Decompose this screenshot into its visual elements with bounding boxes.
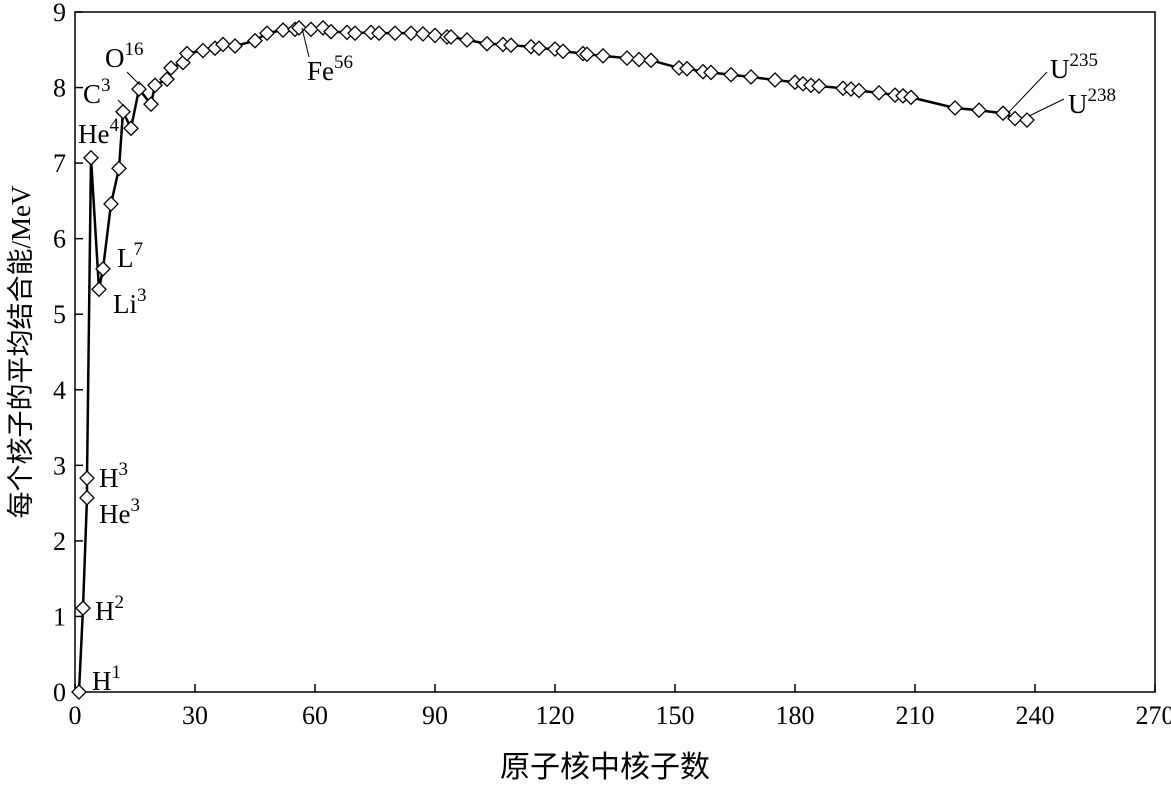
plot-frame: [75, 12, 1155, 692]
annotation-sup: 235: [1070, 50, 1099, 71]
y-tick-label: 3: [53, 451, 66, 480]
x-tick-label: 0: [69, 701, 82, 730]
data-point: [196, 44, 210, 58]
annotation-text: U: [1068, 89, 1088, 119]
annotation-text: He: [78, 119, 109, 149]
annotation-text: H: [95, 596, 115, 626]
x-tick-label: 60: [302, 701, 328, 730]
annotation: H3: [99, 459, 128, 493]
data-point: [644, 53, 658, 67]
data-point: [124, 121, 138, 135]
annotation-sup: 3: [137, 285, 147, 306]
data-point: [104, 197, 118, 211]
data-point: [148, 78, 162, 92]
annotation-sup: 4: [109, 115, 119, 136]
x-tick-label: 270: [1136, 701, 1171, 730]
annotation-sup: 3: [119, 459, 129, 480]
data-point: [724, 68, 738, 82]
annotation: U235: [1050, 50, 1098, 84]
data-point: [872, 86, 886, 100]
annotation-text: He: [99, 499, 130, 529]
annotation-sup: 2: [115, 592, 125, 613]
annotation: O16: [105, 39, 144, 73]
annotation: L7: [117, 239, 143, 273]
annotation-sup: 238: [1088, 85, 1117, 106]
data-point: [84, 151, 98, 165]
y-axis-label: 每个核子的平均结合能/MeV: [6, 185, 36, 518]
x-tick-label: 210: [896, 701, 935, 730]
annotation-sup: 7: [134, 239, 144, 260]
annotation-leader: [1029, 99, 1064, 116]
data-point: [948, 101, 962, 115]
x-axis-label: 原子核中核子数: [500, 751, 710, 782]
annotation-text: L: [117, 243, 134, 273]
annotation: C3: [83, 75, 111, 109]
data-point: [744, 70, 758, 84]
annotation-text: U: [1050, 54, 1070, 84]
data-point: [972, 103, 986, 117]
annotation: Fe56: [307, 52, 353, 86]
annotation: U238: [1068, 85, 1116, 119]
annotation-sup: 56: [334, 52, 353, 73]
x-tick-label: 30: [182, 701, 208, 730]
annotation: He4: [78, 115, 119, 149]
annotation-sup: 16: [125, 39, 144, 60]
y-tick-label: 9: [53, 0, 66, 27]
annotation: H2: [95, 592, 124, 626]
annotation-text: H: [92, 666, 112, 696]
data-point: [80, 471, 94, 485]
y-tick-label: 8: [53, 74, 66, 103]
data-point: [248, 34, 262, 48]
x-tick-label: 180: [776, 701, 815, 730]
y-tick-label: 5: [53, 300, 66, 329]
data-point: [76, 601, 90, 615]
x-tick-label: 120: [536, 701, 575, 730]
x-tick-label: 150: [656, 701, 695, 730]
annotation: Li3: [113, 285, 147, 319]
y-tick-label: 0: [53, 678, 66, 707]
annotation-leader: [127, 72, 140, 85]
annotation-text: H: [99, 463, 119, 493]
y-tick-label: 2: [53, 527, 66, 556]
data-point: [112, 161, 126, 175]
annotation: H1: [92, 662, 121, 696]
y-tick-label: 6: [53, 225, 66, 254]
data-point: [460, 33, 474, 47]
data-point: [480, 37, 494, 51]
data-point: [388, 26, 402, 40]
data-point: [228, 39, 242, 53]
annotation-text: Fe: [307, 56, 334, 86]
data-point: [620, 51, 634, 65]
data-point: [92, 282, 106, 296]
data-point: [768, 73, 782, 87]
annotation-text: Li: [113, 289, 137, 319]
annotation-sup: 1: [112, 662, 122, 683]
annotation-leader: [1008, 72, 1047, 113]
annotation: He3: [99, 495, 140, 529]
data-point: [72, 685, 86, 699]
x-tick-label: 240: [1016, 701, 1055, 730]
data-point: [416, 27, 430, 41]
data-line: [79, 28, 1027, 692]
y-tick-label: 7: [53, 149, 66, 178]
y-tick-label: 4: [53, 376, 66, 405]
data-point: [304, 22, 318, 36]
annotation-text: O: [105, 43, 125, 73]
y-tick-label: 1: [53, 602, 66, 631]
annotation-text: C: [83, 79, 101, 109]
data-point: [80, 491, 94, 505]
data-point: [428, 28, 442, 42]
data-point: [260, 26, 274, 40]
data-point: [596, 49, 610, 63]
annotation-sup: 3: [101, 75, 111, 96]
x-tick-label: 90: [422, 701, 448, 730]
annotation-sup: 3: [130, 495, 140, 516]
